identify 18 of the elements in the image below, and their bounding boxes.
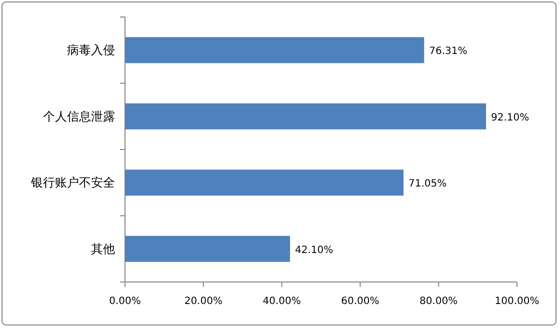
x-tick-label: 0.00% (109, 296, 141, 307)
x-tick-label: 40.00% (262, 296, 301, 307)
x-tick-label: 20.00% (184, 296, 222, 307)
bar (125, 103, 486, 130)
x-tick-label: 60.00% (341, 296, 380, 307)
bar (125, 236, 290, 262)
data-label: 92.10% (491, 112, 530, 124)
x-tick-label: 80.00% (420, 296, 458, 307)
y-tick-label: 个人信息泄露 (43, 109, 115, 124)
data-label: 76.31% (429, 46, 468, 58)
y-tick-label: 银行账户不安全 (30, 176, 115, 190)
bar (125, 170, 404, 196)
y-tick-label: 其他 (91, 242, 115, 256)
data-label: 71.05% (408, 178, 447, 190)
bar (125, 37, 424, 64)
data-label: 42.10% (295, 244, 334, 256)
y-tick-label: 病毒入侵 (67, 43, 115, 58)
x-tick-label: 100.00% (494, 296, 540, 307)
